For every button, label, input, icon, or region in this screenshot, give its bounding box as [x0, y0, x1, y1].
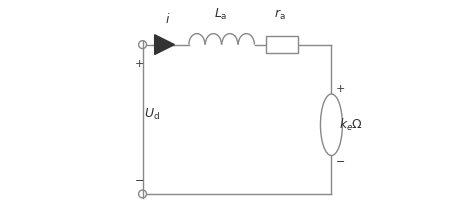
- Text: $-$: $-$: [335, 155, 345, 165]
- Bar: [265, 36, 299, 53]
- Text: $+$: $+$: [335, 83, 345, 94]
- Text: $k_e\Omega$: $k_e\Omega$: [339, 117, 363, 133]
- Text: $U_{\rm d}$: $U_{\rm d}$: [145, 107, 160, 122]
- Text: $+$: $+$: [134, 58, 145, 69]
- Text: $-$: $-$: [134, 173, 145, 184]
- Polygon shape: [155, 35, 174, 55]
- Text: $r_{\rm a}$: $r_{\rm a}$: [274, 8, 286, 22]
- Text: $i$: $i$: [165, 12, 171, 26]
- Ellipse shape: [320, 94, 342, 156]
- Text: $L_{\rm a}$: $L_{\rm a}$: [214, 6, 228, 22]
